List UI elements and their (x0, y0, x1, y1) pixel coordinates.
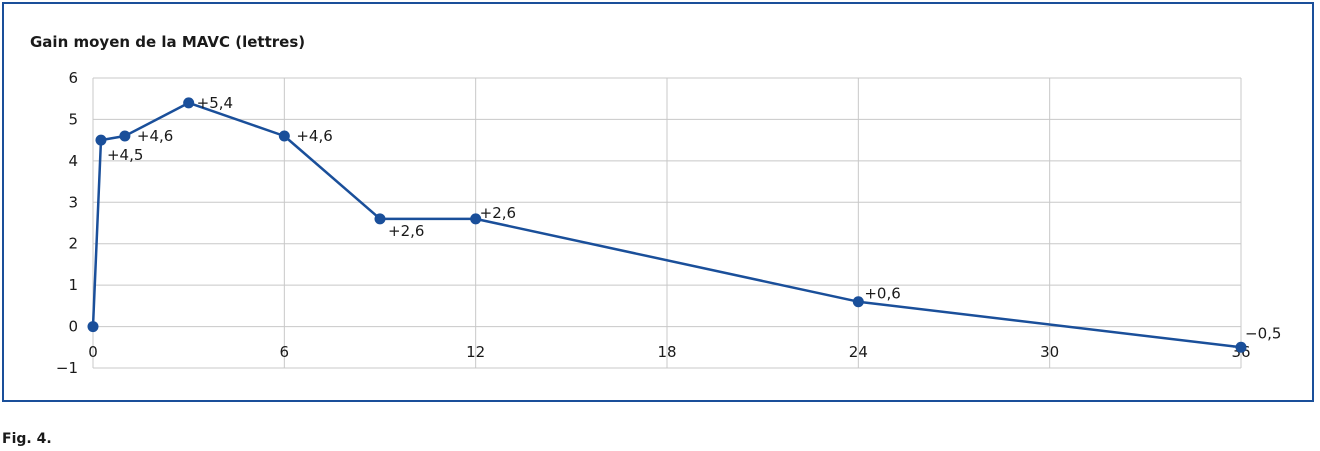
y-tick-label: 0 (68, 318, 78, 336)
data-point (278, 130, 290, 142)
chart-title: Gain moyen de la MAVC (lettres) (30, 33, 306, 51)
data-point (852, 296, 864, 308)
data-point (470, 213, 482, 225)
data-label: +0,6 (864, 285, 900, 303)
y-tick-label: 5 (68, 110, 78, 128)
data-point (374, 213, 386, 225)
data-point (87, 321, 99, 333)
data-label: +4,6 (137, 127, 173, 145)
data-label: +5,4 (197, 94, 233, 112)
x-tick-label: 12 (466, 343, 485, 361)
y-tick-label: −1 (56, 359, 78, 377)
data-point (95, 134, 107, 146)
data-point (119, 130, 131, 142)
x-tick-label: 0 (88, 343, 98, 361)
data-label: +2,6 (480, 204, 516, 222)
data-point (1235, 341, 1247, 353)
y-tick-label: 4 (68, 152, 78, 170)
y-axis-ticks: 6 5 4 3 2 1 0 −1 (56, 69, 78, 377)
data-label: −0,5 (1245, 324, 1281, 342)
x-tick-label: 24 (849, 343, 868, 361)
x-tick-label: 30 (1040, 343, 1059, 361)
data-point (183, 97, 195, 109)
data-label: +2,6 (388, 222, 424, 240)
data-labels: +4,5+4,6+5,4+4,6+2,6+2,6+0,6−0,5 (107, 94, 1281, 342)
grid-lines (92, 77, 1242, 369)
x-axis-ticks: 061218243036 (88, 343, 1250, 361)
y-tick-label: 3 (68, 193, 78, 211)
data-label: +4,6 (296, 127, 332, 145)
series (87, 97, 1247, 353)
y-tick-label: 6 (68, 69, 78, 87)
y-tick-label: 1 (68, 276, 78, 294)
x-tick-label: 18 (657, 343, 676, 361)
figure-caption: Fig. 4. (2, 431, 52, 447)
data-label: +4,5 (107, 146, 143, 164)
y-tick-label: 2 (68, 235, 78, 253)
x-tick-label: 6 (280, 343, 290, 361)
